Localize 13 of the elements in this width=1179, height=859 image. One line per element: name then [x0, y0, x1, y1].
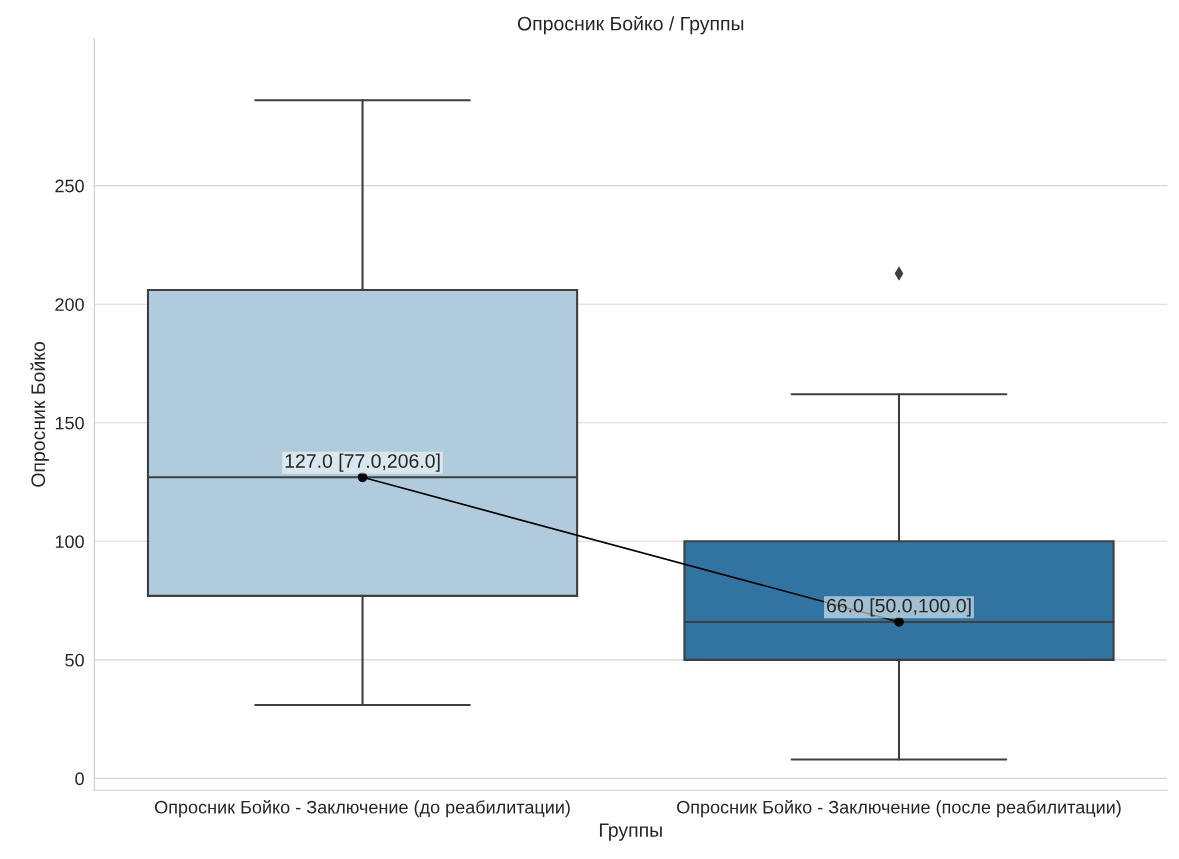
y-tick-label: 100 — [55, 535, 84, 549]
annotation: 66.0 [50.0,100.0] — [827, 598, 971, 617]
y-tick-label: 0 — [75, 772, 84, 786]
y-axis-title: Опросник Бойко — [30, 342, 49, 487]
y-tick-label: 250 — [55, 179, 84, 193]
x-axis-title: Группы — [599, 823, 662, 841]
y-tick-label: 50 — [65, 653, 84, 667]
x-tick-label: Опросник Бойко - Заключение (до реабилитации) — [155, 800, 570, 818]
x-tick-label: Опросник Бойко - Заключение (после реабилитации) — [677, 800, 1121, 818]
chart-title: Опросник Бойко / Группы — [517, 15, 744, 35]
y-tick-label: 200 — [55, 298, 84, 311]
y-tick-label: 150 — [55, 416, 84, 430]
annotation: 127.0 [77.0,206.0] — [285, 453, 440, 472]
